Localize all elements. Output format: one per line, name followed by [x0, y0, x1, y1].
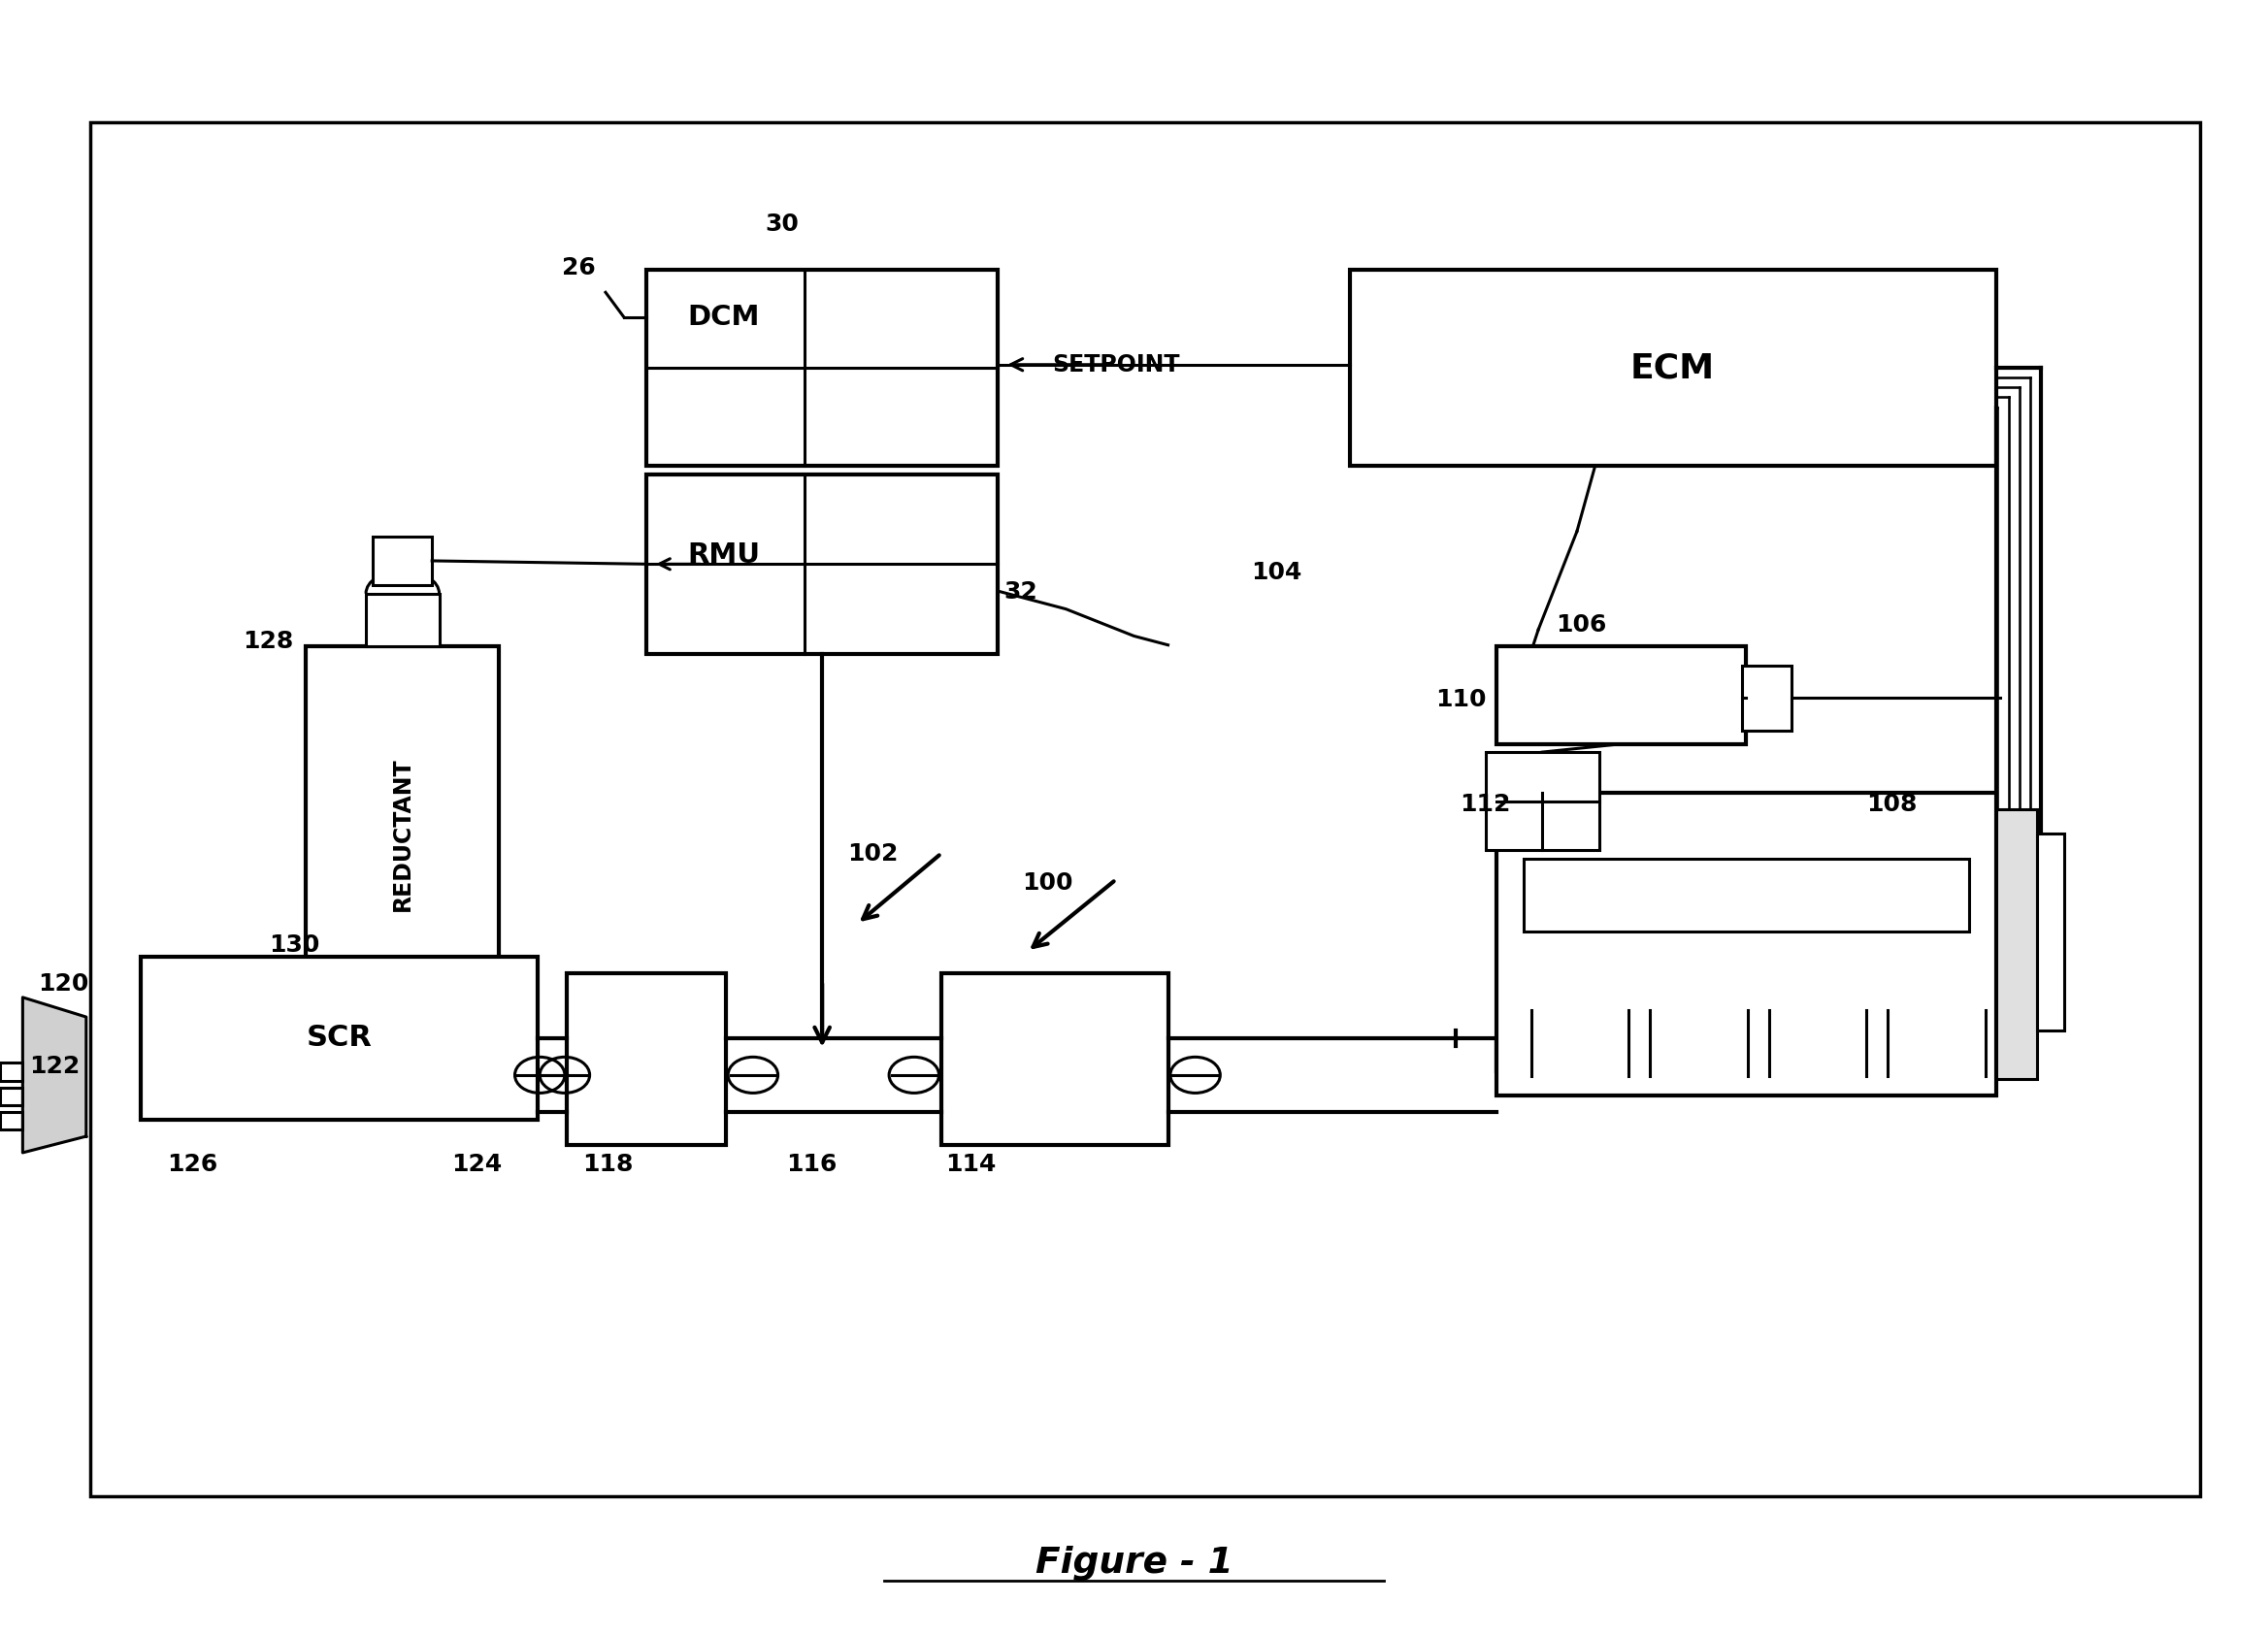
Text: 102: 102 [848, 842, 898, 865]
Bar [91, 123, 2200, 1496]
Text: 128: 128 [243, 629, 293, 652]
Bar [1486, 752, 1599, 850]
Text: 116: 116 [787, 1153, 837, 1176]
Polygon shape [23, 997, 86, 1153]
Text: 100: 100 [1023, 871, 1073, 894]
Text: 112: 112 [1461, 793, 1510, 816]
Text: 124: 124 [451, 1153, 501, 1176]
Text: 122: 122 [29, 1055, 79, 1077]
Text: ECM: ECM [1631, 352, 1715, 384]
Text: 104: 104 [1252, 561, 1302, 584]
Bar [646, 474, 998, 654]
Text: 32: 32 [1005, 580, 1036, 603]
Text: REDUCTANT: REDUCTANT [390, 757, 415, 911]
Bar [0, 1063, 23, 1081]
Bar [1497, 646, 1746, 744]
Bar [372, 536, 431, 585]
Text: SCR: SCR [306, 1024, 372, 1053]
Bar [941, 973, 1168, 1144]
Bar [1996, 809, 2037, 1079]
Bar [0, 1087, 23, 1105]
Bar [1742, 665, 1792, 731]
Text: 106: 106 [1556, 613, 1606, 636]
Text: 126: 126 [168, 1153, 218, 1176]
Bar [141, 956, 538, 1120]
Bar [567, 973, 726, 1144]
Text: 114: 114 [946, 1153, 996, 1176]
Text: 118: 118 [583, 1153, 633, 1176]
Text: Figure - 1: Figure - 1 [1034, 1545, 1234, 1581]
Bar [1497, 793, 1996, 1095]
Text: RMU: RMU [687, 541, 760, 569]
Bar [646, 270, 998, 466]
Bar [0, 1112, 23, 1130]
Bar [1349, 270, 1996, 466]
Text: 130: 130 [270, 934, 320, 956]
Text: 108: 108 [1867, 793, 1916, 816]
Bar [365, 594, 440, 646]
Text: 120: 120 [39, 973, 88, 996]
Text: 26: 26 [562, 257, 594, 280]
Text: 30: 30 [767, 213, 798, 235]
Text: 110: 110 [1436, 688, 1486, 711]
Bar [2037, 834, 2064, 1030]
Bar [306, 646, 499, 1022]
Text: SETPOINT: SETPOINT [1052, 353, 1179, 376]
Bar [1524, 858, 1969, 932]
Text: DCM: DCM [687, 302, 760, 330]
